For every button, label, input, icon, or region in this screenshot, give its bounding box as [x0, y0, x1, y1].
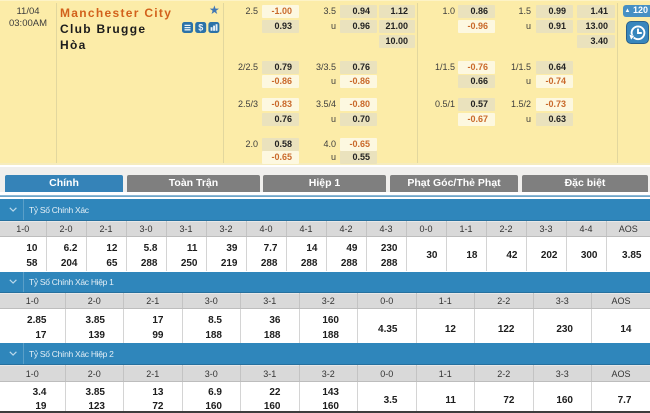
- svg-text:$: $: [198, 22, 203, 32]
